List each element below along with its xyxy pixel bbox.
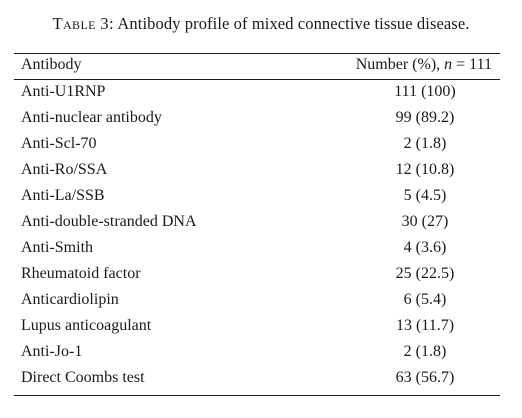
table-row: Anti-Scl-70 2 (1.8) [0,133,522,159]
table-caption-text: Antibody profile of mixed connective tis… [117,14,470,33]
antibody-cell: Anti-U1RNP [21,83,106,100]
number-cell: 2 (1.8) [403,343,447,360]
antibody-cell: Rheumatoid factor [21,265,141,282]
table-row: Anti-nuclear antibody 99 (89.2) [0,107,522,133]
antibody-cell: Anti-Scl-70 [21,135,97,152]
table-caption-label: Table 3: [52,14,115,33]
table-row: Anticardiolipin 6 (5.4) [0,289,522,315]
header-number: Number (%), n = 111 [356,56,492,74]
table-header-row: Antibody Number (%), n = 111 [0,55,522,79]
header-number-n: n [444,56,453,73]
table-row: Rheumatoid factor 25 (22.5) [0,263,522,289]
number-cell: 30 (27) [401,213,449,230]
number-cell: 2 (1.8) [403,135,447,152]
antibody-cell: Anti-Smith [21,239,94,256]
antibody-cell: Anti-Ro/SSA [21,161,108,178]
table-row: Anti-U1RNP 111 (100) [0,81,522,107]
table-row: Anti-Jo-1 2 (1.8) [0,341,522,367]
antibody-cell: Anti-nuclear antibody [21,109,162,126]
number-cell: 99 (89.2) [395,109,455,126]
number-cell: 6 (5.4) [403,291,447,308]
number-cell: 13 (11.7) [395,317,455,334]
number-cell: 4 (3.6) [403,239,447,256]
table-header-rule [14,79,500,80]
number-cell: 5 (4.5) [403,187,447,204]
table-caption: Table 3: Antibody profile of mixed conne… [0,14,522,34]
table-bottom-rule [14,395,500,397]
header-number-suffix: = 111 [452,56,492,73]
antibody-cell: Lupus anticoagulant [21,317,152,334]
antibody-cell: Anti-La/SSB [21,187,105,204]
table-body: Anti-U1RNP 111 (100) Anti-nuclear antibod… [0,81,522,393]
table-row: Anti-double-stranded DNA 30 (27) [0,211,522,237]
antibody-cell: Anticardiolipin [21,291,119,308]
number-cell: 63 (56.7) [395,369,455,386]
number-cell: 25 (22.5) [395,265,455,282]
header-number-prefix: Number (%), [355,56,445,73]
antibody-cell: Anti-Jo-1 [21,343,83,360]
number-cell: 12 (10.8) [395,161,455,178]
table-row: Lupus anticoagulant 13 (11.7) [0,315,522,341]
table-row: Anti-Smith 4 (3.6) [0,237,522,263]
table-top-rule [14,53,500,55]
antibody-cell: Direct Coombs test [21,369,145,386]
table-row: Anti-La/SSB 5 (4.5) [0,185,522,211]
number-cell: 111 (100) [394,83,456,100]
table-row: Anti-Ro/SSA 12 (10.8) [0,159,522,185]
table-row: Direct Coombs test 63 (56.7) [0,367,522,393]
header-antibody: Antibody [21,56,82,73]
antibody-cell: Anti-double-stranded DNA [21,213,197,230]
